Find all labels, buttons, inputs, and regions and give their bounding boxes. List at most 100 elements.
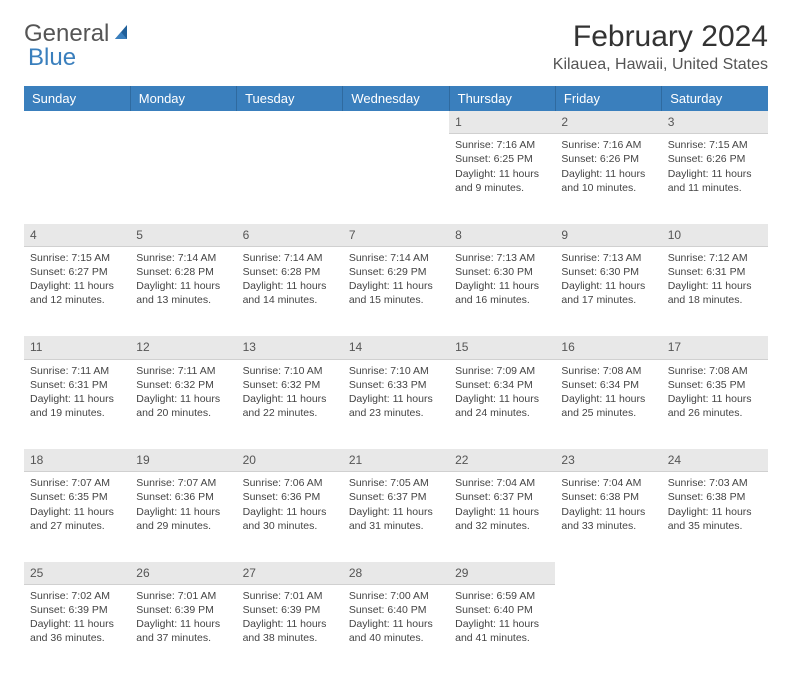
daylight2-text: and 18 minutes.: [668, 293, 762, 307]
daylight1-text: Daylight: 11 hours: [455, 279, 549, 293]
daylight2-text: and 23 minutes.: [349, 406, 443, 420]
day-number-cell: 15: [449, 336, 555, 359]
day-info-cell: Sunrise: 7:03 AMSunset: 6:38 PMDaylight:…: [662, 472, 768, 562]
day-info-cell: Sunrise: 7:13 AMSunset: 6:30 PMDaylight:…: [449, 246, 555, 336]
daylight1-text: Daylight: 11 hours: [243, 279, 337, 293]
sunrise-text: Sunrise: 7:07 AM: [136, 476, 230, 490]
day-number-cell: 1: [449, 111, 555, 134]
sunrise-text: Sunrise: 7:08 AM: [668, 364, 762, 378]
day-number-cell: 9: [555, 224, 661, 247]
day-info-row: Sunrise: 7:11 AMSunset: 6:31 PMDaylight:…: [24, 359, 768, 449]
daylight1-text: Daylight: 11 hours: [349, 392, 443, 406]
location: Kilauea, Hawaii, United States: [553, 56, 768, 74]
sunset-text: Sunset: 6:29 PM: [349, 265, 443, 279]
day-number-cell: 7: [343, 224, 449, 247]
sunset-text: Sunset: 6:36 PM: [243, 490, 337, 504]
sunrise-text: Sunrise: 6:59 AM: [455, 589, 549, 603]
day-info-cell: [555, 584, 661, 674]
day-info-cell: Sunrise: 7:04 AMSunset: 6:38 PMDaylight:…: [555, 472, 661, 562]
day-number-cell: 26: [130, 562, 236, 585]
sunrise-text: Sunrise: 7:09 AM: [455, 364, 549, 378]
day-info-cell: Sunrise: 7:08 AMSunset: 6:34 PMDaylight:…: [555, 359, 661, 449]
daylight2-text: and 41 minutes.: [455, 631, 549, 645]
sunrise-text: Sunrise: 7:13 AM: [561, 251, 655, 265]
daylight2-text: and 10 minutes.: [561, 181, 655, 195]
daylight2-text: and 15 minutes.: [349, 293, 443, 307]
day-info-cell: Sunrise: 6:59 AMSunset: 6:40 PMDaylight:…: [449, 584, 555, 674]
sunset-text: Sunset: 6:34 PM: [455, 378, 549, 392]
day-info-cell: [662, 584, 768, 674]
sunrise-text: Sunrise: 7:14 AM: [349, 251, 443, 265]
sunrise-text: Sunrise: 7:11 AM: [136, 364, 230, 378]
sunrise-text: Sunrise: 7:14 AM: [243, 251, 337, 265]
daylight1-text: Daylight: 11 hours: [349, 617, 443, 631]
day-number-cell: 3: [662, 111, 768, 134]
weekday-header: Tuesday: [237, 86, 343, 111]
month-title: February 2024: [553, 20, 768, 54]
day-info-cell: Sunrise: 7:08 AMSunset: 6:35 PMDaylight:…: [662, 359, 768, 449]
day-info-cell: Sunrise: 7:11 AMSunset: 6:32 PMDaylight:…: [130, 359, 236, 449]
sunrise-text: Sunrise: 7:14 AM: [136, 251, 230, 265]
daylight2-text: and 29 minutes.: [136, 519, 230, 533]
daylight1-text: Daylight: 11 hours: [136, 279, 230, 293]
daylight1-text: Daylight: 11 hours: [243, 505, 337, 519]
day-info-cell: Sunrise: 7:02 AMSunset: 6:39 PMDaylight:…: [24, 584, 130, 674]
day-info-cell: Sunrise: 7:00 AMSunset: 6:40 PMDaylight:…: [343, 584, 449, 674]
weekday-header: Saturday: [662, 86, 768, 111]
sunrise-text: Sunrise: 7:11 AM: [30, 364, 124, 378]
daylight1-text: Daylight: 11 hours: [561, 167, 655, 181]
sunrise-text: Sunrise: 7:07 AM: [30, 476, 124, 490]
sunset-text: Sunset: 6:28 PM: [243, 265, 337, 279]
sunset-text: Sunset: 6:31 PM: [668, 265, 762, 279]
day-number-cell: 12: [130, 336, 236, 359]
day-number-cell: 25: [24, 562, 130, 585]
daylight2-text: and 30 minutes.: [243, 519, 337, 533]
sunrise-text: Sunrise: 7:15 AM: [668, 138, 762, 152]
sunrise-text: Sunrise: 7:02 AM: [30, 589, 124, 603]
day-number-cell: 14: [343, 336, 449, 359]
daylight1-text: Daylight: 11 hours: [30, 617, 124, 631]
sunrise-text: Sunrise: 7:01 AM: [136, 589, 230, 603]
weekday-header: Sunday: [24, 86, 130, 111]
daylight2-text: and 9 minutes.: [455, 181, 549, 195]
day-number-cell: 8: [449, 224, 555, 247]
daylight2-text: and 27 minutes.: [30, 519, 124, 533]
logo-sail-icon: [113, 23, 133, 46]
day-number-cell: 2: [555, 111, 661, 134]
sunrise-text: Sunrise: 7:15 AM: [30, 251, 124, 265]
sunrise-text: Sunrise: 7:05 AM: [349, 476, 443, 490]
day-number-row: 2526272829: [24, 562, 768, 585]
weekday-header-row: Sunday Monday Tuesday Wednesday Thursday…: [24, 86, 768, 111]
daylight1-text: Daylight: 11 hours: [243, 392, 337, 406]
sunset-text: Sunset: 6:39 PM: [30, 603, 124, 617]
day-number-cell: 20: [237, 449, 343, 472]
day-number-row: 11121314151617: [24, 336, 768, 359]
sunset-text: Sunset: 6:35 PM: [668, 378, 762, 392]
daylight2-text: and 11 minutes.: [668, 181, 762, 195]
sunset-text: Sunset: 6:31 PM: [30, 378, 124, 392]
day-info-cell: Sunrise: 7:01 AMSunset: 6:39 PMDaylight:…: [237, 584, 343, 674]
sunset-text: Sunset: 6:40 PM: [455, 603, 549, 617]
day-info-cell: [24, 134, 130, 224]
sunrise-text: Sunrise: 7:00 AM: [349, 589, 443, 603]
daylight1-text: Daylight: 11 hours: [668, 279, 762, 293]
day-info-cell: Sunrise: 7:09 AMSunset: 6:34 PMDaylight:…: [449, 359, 555, 449]
daylight1-text: Daylight: 11 hours: [30, 505, 124, 519]
sunset-text: Sunset: 6:32 PM: [243, 378, 337, 392]
day-info-cell: Sunrise: 7:11 AMSunset: 6:31 PMDaylight:…: [24, 359, 130, 449]
day-number-cell: 13: [237, 336, 343, 359]
daylight2-text: and 31 minutes.: [349, 519, 443, 533]
weekday-header: Thursday: [449, 86, 555, 111]
sunrise-text: Sunrise: 7:03 AM: [668, 476, 762, 490]
sunset-text: Sunset: 6:26 PM: [668, 152, 762, 166]
day-info-cell: Sunrise: 7:15 AMSunset: 6:26 PMDaylight:…: [662, 134, 768, 224]
sunset-text: Sunset: 6:39 PM: [243, 603, 337, 617]
sunrise-text: Sunrise: 7:12 AM: [668, 251, 762, 265]
daylight2-text: and 13 minutes.: [136, 293, 230, 307]
sunset-text: Sunset: 6:28 PM: [136, 265, 230, 279]
day-number-row: 18192021222324: [24, 449, 768, 472]
sunrise-text: Sunrise: 7:04 AM: [455, 476, 549, 490]
daylight2-text: and 25 minutes.: [561, 406, 655, 420]
daylight2-text: and 26 minutes.: [668, 406, 762, 420]
sunset-text: Sunset: 6:30 PM: [561, 265, 655, 279]
